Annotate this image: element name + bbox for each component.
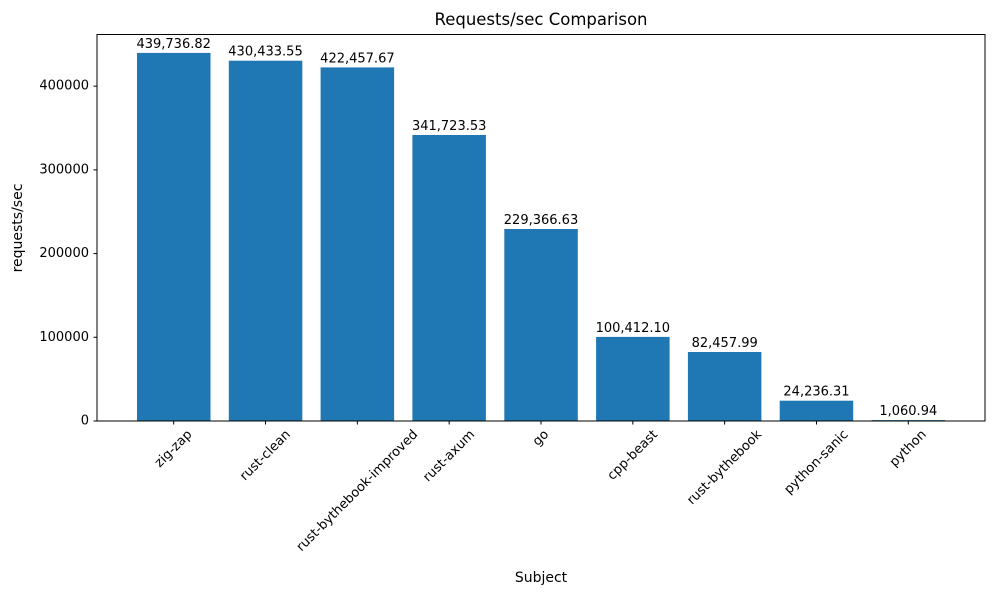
x-tick-label: go: [530, 427, 552, 449]
y-tick-label: 300000: [39, 162, 89, 177]
bar-value-label: 439,736.82: [136, 37, 210, 52]
bar-rust-axum: [412, 135, 486, 421]
bar-rust-bythebook-improved: [320, 67, 395, 422]
bar-value-label: 422,457.67: [320, 51, 394, 66]
y-tick-label: 200000: [39, 246, 89, 261]
x-tick-label: cpp-beast: [605, 427, 661, 483]
bar-value-label: 229,366.63: [504, 213, 578, 228]
bar-value-label: 430,433.55: [228, 45, 302, 60]
y-axis-label: requests/sec: [10, 183, 26, 273]
bar-rust-bythebook: [687, 352, 762, 421]
bar-value-label: 100,412.10: [596, 321, 670, 336]
x-tick-label: rust-bythebook: [684, 427, 765, 508]
bar-value-label: 82,457.99: [692, 336, 758, 351]
x-tick-label: rust-bythebook-improved: [294, 427, 421, 554]
y-tick-label: 0: [81, 414, 89, 429]
bar-python-sanic: [779, 400, 854, 421]
y-tick-label: 400000: [39, 79, 89, 94]
x-tick-label: zig-zap: [152, 427, 195, 470]
x-tick-label: rust-axum: [420, 427, 478, 485]
bar-value-label: 24,236.31: [783, 385, 849, 400]
x-tick-label: python-sanic: [782, 427, 852, 497]
bar-rust-clean: [228, 60, 303, 421]
bar-value-label: 341,723.53: [412, 119, 486, 134]
x-tick-label: python: [887, 427, 930, 470]
y-tick-label: 100000: [39, 330, 89, 345]
bar-cpp-beast: [596, 336, 670, 421]
x-axis-label: Subject: [514, 570, 568, 586]
bar-value-label: 1,060.94: [879, 404, 937, 419]
x-tick-label: rust-clean: [237, 427, 294, 484]
bar-zig-zap: [137, 52, 211, 422]
bar-go: [504, 229, 578, 421]
chart-title: Requests/sec Comparison: [434, 10, 648, 29]
